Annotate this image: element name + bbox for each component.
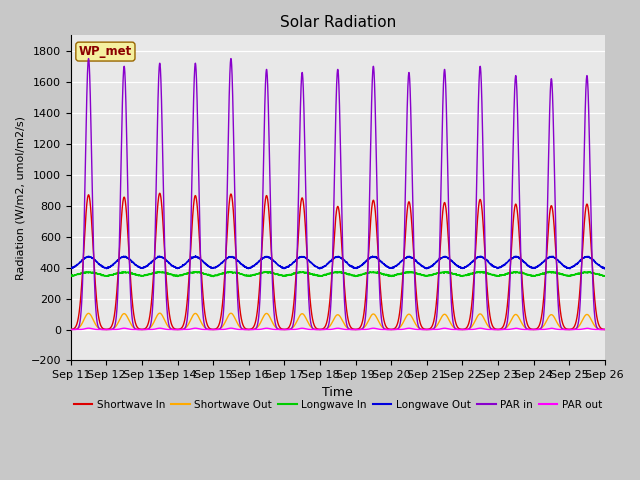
X-axis label: Time: Time (323, 386, 353, 399)
Text: WP_met: WP_met (79, 45, 132, 58)
Y-axis label: Radiation (W/m2, umol/m2/s): Radiation (W/m2, umol/m2/s) (15, 116, 25, 280)
Title: Solar Radiation: Solar Radiation (280, 15, 396, 30)
Legend: Shortwave In, Shortwave Out, Longwave In, Longwave Out, PAR in, PAR out: Shortwave In, Shortwave Out, Longwave In… (70, 396, 606, 414)
